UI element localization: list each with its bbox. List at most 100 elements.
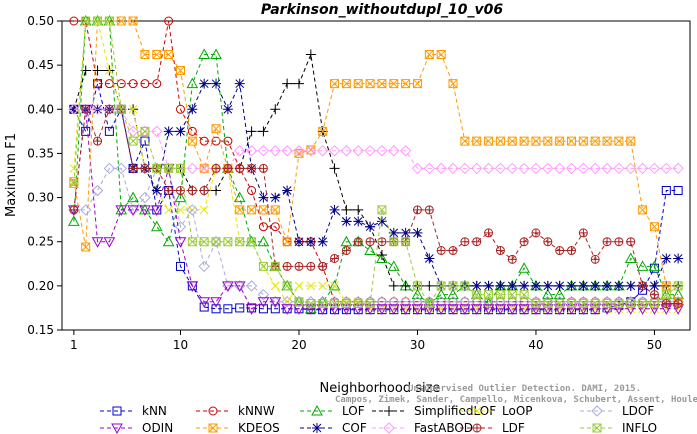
data-point-odin <box>150 205 163 216</box>
data-point-fastabod <box>151 125 163 138</box>
data-point-knn <box>673 186 683 196</box>
data-point-fastabod <box>672 162 684 175</box>
data-point-cof <box>673 253 684 264</box>
data-point-odin <box>364 304 376 315</box>
data-point-cof <box>590 280 601 291</box>
y-tick-label: 0.20 <box>27 279 54 293</box>
data-point-cof <box>282 185 293 196</box>
data-point-cof <box>270 192 281 203</box>
data-point-cof <box>341 216 352 227</box>
data-point-ldf <box>661 299 671 309</box>
data-point-odin <box>103 237 116 248</box>
data-point-loop <box>436 304 446 314</box>
legend-marker-ldf <box>472 423 482 433</box>
data-point-odin <box>127 205 139 216</box>
legend-label-ldf: LDF <box>502 421 525 434</box>
data-point-fastabod <box>494 162 507 175</box>
data-point-ldof <box>388 296 400 308</box>
x-axis-label: Neighborhood size <box>320 381 441 396</box>
data-point-knn <box>140 136 150 146</box>
data-point-ldf <box>294 261 304 271</box>
data-point-kdeos <box>175 65 185 75</box>
data-point-lof <box>648 260 661 271</box>
data-point-simplifiedlof <box>424 280 435 291</box>
data-point-loop <box>472 304 482 314</box>
data-point-cof <box>376 216 387 227</box>
data-point-simplifiedlof <box>246 126 257 137</box>
data-point-kdeos <box>187 136 197 146</box>
data-point-ldf <box>590 254 600 264</box>
data-point-kdeos <box>140 50 150 60</box>
data-point-ldof <box>139 191 151 204</box>
data-point-cof <box>530 280 541 291</box>
data-point-kdeos <box>389 79 399 89</box>
data-point-inflo <box>69 178 79 188</box>
data-point-kdeos <box>614 136 624 146</box>
data-point-simplifiedlof <box>353 204 364 215</box>
data-point-ldof <box>447 296 459 308</box>
data-point-inflo <box>495 290 505 300</box>
data-point-knnw <box>152 79 162 89</box>
data-point-inflo <box>152 163 162 173</box>
data-point-inflo <box>377 205 387 215</box>
legend-label-knnw: kNNW <box>238 404 275 418</box>
data-point-ldf <box>318 261 328 271</box>
legend-marker-simplifiedlof <box>384 406 394 416</box>
data-point-odin <box>589 304 602 315</box>
data-point-inflo <box>519 290 529 300</box>
data-point-simplifiedlof <box>400 280 411 291</box>
data-point-cof <box>329 204 340 215</box>
data-point-ldof <box>411 296 424 308</box>
data-point-simplifiedlof <box>92 65 103 76</box>
data-point-loop <box>318 281 328 291</box>
data-point-inflo <box>460 281 470 291</box>
data-point-fastabod <box>352 145 364 157</box>
data-point-cof <box>542 280 553 291</box>
x-tick-label: 10 <box>173 338 188 352</box>
data-point-fastabod <box>234 145 246 157</box>
data-point-ldf <box>531 228 541 238</box>
data-point-lof <box>67 215 80 226</box>
data-point-ldof <box>399 296 412 308</box>
data-point-ldf <box>199 186 209 195</box>
data-point-kdeos <box>578 136 588 146</box>
legend-item-lof: LOF <box>300 404 365 418</box>
data-point-loop <box>69 164 79 173</box>
legend-label-ldof: LDOF <box>622 404 654 418</box>
data-point-odin <box>316 304 329 315</box>
legend-label-simplifiedlof: SimplifiedLOF <box>414 404 496 418</box>
data-point-ldf <box>223 163 233 173</box>
data-point-simplifiedlof <box>376 249 387 260</box>
data-point-odin <box>624 304 637 315</box>
data-point-fastabod <box>186 162 199 175</box>
legend-marker-cof <box>312 423 322 433</box>
data-point-odin <box>387 304 400 315</box>
data-point-odin <box>198 297 211 308</box>
data-point-inflo <box>673 281 683 291</box>
data-point-cof <box>661 253 672 264</box>
data-point-kdeos <box>164 50 174 60</box>
data-point-kdeos <box>590 136 600 146</box>
legend-item-cof: COF <box>300 421 367 434</box>
data-point-fastabod <box>293 145 305 157</box>
data-point-loop <box>389 304 399 314</box>
data-point-inflo <box>330 299 340 309</box>
x-axis: 1 10 20 30 40 50 <box>70 330 662 352</box>
series-line-ldof <box>73 167 679 303</box>
data-point-ldof <box>186 204 199 216</box>
data-point-knnw <box>401 297 411 307</box>
data-point-kdeos <box>495 136 505 146</box>
data-point-simplifiedlof <box>282 78 293 89</box>
data-point-ldf <box>519 237 529 247</box>
data-point-inflo <box>614 299 624 309</box>
data-point-cof <box>353 216 364 227</box>
data-point-kdeos <box>81 242 91 252</box>
data-point-knnw <box>187 126 197 136</box>
legend-label-inflo: INFLO <box>622 421 657 434</box>
data-point-ldof <box>174 220 187 233</box>
data-point-simplifiedlof <box>270 104 281 115</box>
legend-item-fastabod: FastABOD <box>372 421 473 434</box>
data-point-fastabod <box>281 145 293 157</box>
data-point-fastabod <box>245 145 258 157</box>
data-point-knnw <box>258 222 268 232</box>
